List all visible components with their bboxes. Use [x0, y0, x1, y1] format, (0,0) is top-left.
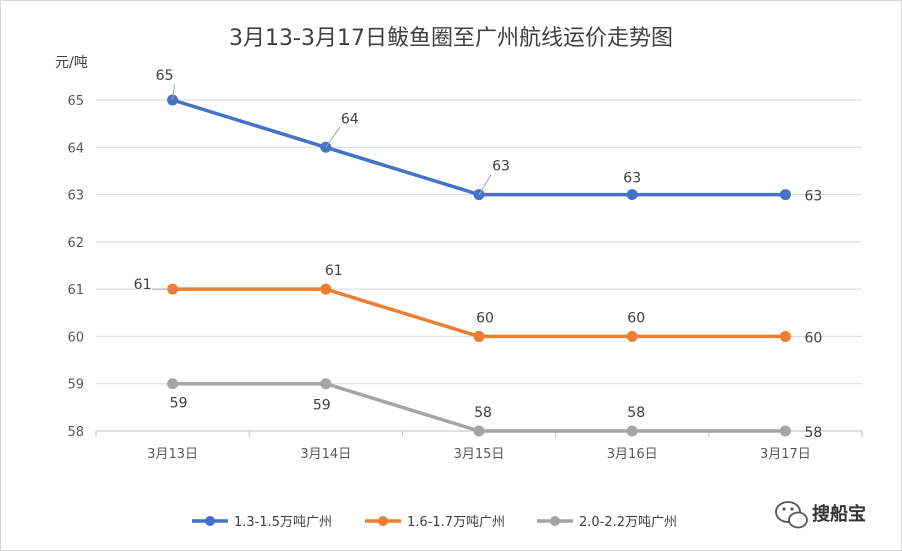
x-tick-label: 3月16日 — [607, 447, 658, 462]
y-tick-label: 61 — [67, 283, 84, 298]
data-label: 59 — [170, 396, 188, 412]
series-group: 65 64 63 63 63 61 61 60 60 60 59 59 58 58 58 — [134, 68, 823, 441]
y-tick-label: 58 — [67, 425, 84, 440]
data-label: 63 — [492, 159, 510, 175]
data-label: 65 — [156, 68, 174, 84]
y-tick-label: 63 — [67, 189, 84, 204]
x-tick-label: 3月14日 — [300, 447, 351, 462]
x-tick-label: 3月15日 — [454, 447, 505, 462]
data-point[interactable] — [320, 378, 332, 390]
data-point[interactable] — [626, 189, 638, 201]
data-label: 60 — [804, 330, 822, 346]
legend-item-2[interactable]: 1.6-1.7万吨广州 — [365, 515, 505, 530]
legend-label: 2.0-2.2万吨广州 — [579, 515, 677, 530]
series-3: 59 59 58 58 58 — [167, 378, 822, 441]
y-tick-label: 60 — [67, 330, 84, 345]
legend-label: 1.3-1.5万吨广州 — [234, 515, 332, 530]
data-label: 58 — [627, 405, 645, 421]
y-axis-unit: 元/吨 — [55, 55, 88, 71]
label-leader — [325, 126, 341, 148]
label-leader — [172, 83, 176, 101]
data-point[interactable] — [167, 378, 179, 390]
data-point[interactable] — [626, 425, 638, 437]
series-1: 65 64 63 63 63 — [156, 68, 823, 205]
legend-swatch-marker — [550, 516, 560, 526]
data-label: 61 — [134, 277, 152, 293]
x-tick-label: 3月17日 — [760, 447, 811, 462]
data-label: 64 — [341, 111, 359, 127]
legend-label: 1.6-1.7万吨广州 — [407, 515, 505, 530]
data-point[interactable] — [320, 283, 332, 295]
y-tick-label: 62 — [67, 236, 84, 251]
data-label: 63 — [623, 171, 641, 187]
data-point[interactable] — [779, 425, 791, 437]
data-label: 60 — [627, 310, 645, 326]
data-label: 61 — [325, 263, 343, 279]
data-label: 63 — [804, 189, 822, 205]
data-point[interactable] — [779, 189, 791, 201]
x-axis-ticks: 3月13日 3月14日 3月15日 3月16日 3月17日 — [95, 431, 863, 462]
data-point[interactable] — [626, 330, 638, 342]
data-point[interactable] — [473, 330, 485, 342]
legend-swatch-marker — [378, 516, 388, 526]
watermark-right: 搜船宝 — [775, 501, 866, 529]
data-label: 59 — [313, 398, 331, 414]
data-point[interactable] — [779, 330, 791, 342]
data-label: 60 — [476, 310, 494, 326]
y-tick-label: 64 — [67, 141, 84, 156]
y-axis-ticks: 58 59 60 61 62 63 64 65 — [67, 94, 84, 440]
label-leader — [478, 174, 492, 195]
x-tick-label: 3月13日 — [147, 447, 198, 462]
data-point[interactable] — [473, 425, 485, 437]
series-2: 61 61 60 60 60 — [134, 263, 823, 346]
watermark-right-text: 搜船宝 — [812, 503, 866, 525]
y-tick-label: 65 — [67, 94, 84, 109]
legend-item-3[interactable]: 2.0-2.2万吨广州 — [537, 515, 677, 530]
watermark-left-text: 大数跨境 — [44, 526, 100, 542]
legend: 1.3-1.5万吨广州 1.6-1.7万吨广州 2.0-2.2万吨广州 — [192, 515, 677, 530]
data-label: 58 — [804, 425, 822, 441]
gridlines — [96, 99, 862, 432]
legend-item-1[interactable]: 1.3-1.5万吨广州 — [192, 515, 332, 530]
logo-icon — [11, 524, 38, 542]
wechat-icon — [775, 501, 808, 529]
legend-swatch-marker — [205, 516, 215, 526]
watermark-left: 大数跨境 — [11, 524, 100, 542]
chart-title: 3月13-3月17日鲅鱼圈至广州航线运价走势图 — [229, 26, 673, 51]
y-tick-label: 59 — [67, 378, 84, 393]
data-label: 58 — [474, 405, 492, 421]
